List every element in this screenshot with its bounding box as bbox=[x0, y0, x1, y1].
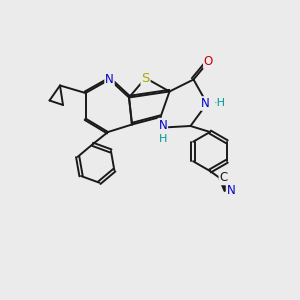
Text: S: S bbox=[141, 71, 150, 85]
Text: N: N bbox=[201, 97, 210, 110]
Text: N: N bbox=[105, 73, 114, 86]
Text: H: H bbox=[159, 134, 167, 144]
Text: N: N bbox=[226, 184, 236, 197]
Text: O: O bbox=[204, 55, 213, 68]
Text: C: C bbox=[219, 171, 228, 184]
Text: ·H: ·H bbox=[214, 98, 226, 108]
Text: N: N bbox=[158, 118, 167, 132]
